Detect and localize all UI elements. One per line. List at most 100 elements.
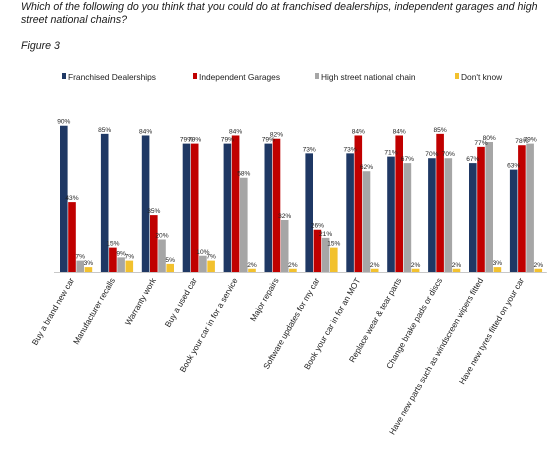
bar-6-3 [330,247,338,272]
bar-5-3 [289,268,297,272]
bar-7-2 [362,171,371,272]
value-label-1-2: 9% [116,250,126,257]
value-label-2-2: 20% [155,233,168,240]
category-label-1: Manufacturer recalls [71,276,117,346]
value-label-3-0: 79% [180,137,193,144]
value-label-10-2: 80% [483,135,496,142]
chart-value-labels: 90%43%7%3%85%15%9%7%84%35%20%5%79%79%10%… [57,119,543,269]
bar-6-2 [321,237,330,272]
value-label-0-1: 43% [65,195,78,202]
bar-3-2 [199,255,207,272]
value-label-0-3: 3% [84,260,94,267]
value-label-2-0: 84% [139,128,152,135]
value-label-0-2: 7% [75,254,85,261]
category-label-5: Major repairs [248,276,281,323]
value-label-3-1: 79% [188,137,201,144]
category-label-3: Buy a used car [162,276,198,329]
bar-4-1 [231,135,240,272]
legend-label-2: High street national chain [321,72,416,82]
value-label-5-0: 79% [262,137,275,144]
value-label-5-1: 82% [270,132,283,139]
bar-2-3 [166,263,174,272]
value-label-7-3: 2% [370,262,380,269]
value-label-10-0: 67% [466,156,479,163]
value-label-9-0: 70% [425,151,438,158]
bar-10-1 [477,146,485,272]
value-label-10-3: 3% [493,260,503,267]
chart-legend: Franchised Dealerships Independent Garage… [62,72,503,82]
bar-3-3 [207,260,215,272]
value-label-2-1: 35% [147,208,160,215]
bar-11-1 [518,145,526,272]
bar-4-3 [248,268,256,272]
bar-3-0 [182,143,191,272]
bar-2-1 [150,215,158,272]
value-label-3-3: 7% [206,254,216,261]
bar-7-3 [370,268,379,272]
category-label-0: Buy a brand new car [29,276,76,347]
bar-1-2 [117,257,125,272]
value-label-11-1: 78% [515,138,528,145]
bar-8-2 [403,163,412,272]
value-label-1-3: 7% [125,254,135,261]
value-label-1-1: 15% [106,241,119,248]
bar-8-1 [395,135,403,272]
bar-6-0 [305,153,313,272]
bar-5-2 [280,219,289,272]
value-label-6-0: 73% [303,146,316,153]
value-label-8-1: 84% [393,128,406,135]
value-label-6-2: 21% [319,231,332,238]
bar-0-3 [84,267,93,272]
value-label-10-1: 77% [474,140,487,147]
value-label-8-0: 71% [384,150,397,157]
value-label-7-2: 62% [360,164,373,171]
bar-11-3 [534,268,543,272]
value-label-2-3: 5% [165,257,175,264]
legend-swatch-0 [62,73,66,79]
value-label-4-0: 79% [221,137,234,144]
value-label-5-2: 32% [278,213,291,220]
bar-5-1 [272,138,281,272]
value-label-6-1: 26% [311,223,324,230]
bar-8-0 [387,156,395,272]
chart-bars [60,125,543,272]
value-label-9-3: 2% [452,262,462,269]
bar-2-0 [141,135,150,272]
value-label-4-2: 58% [237,171,250,178]
bar-10-3 [493,267,502,272]
value-label-6-3: 15% [327,241,340,248]
bar-1-3 [125,260,134,272]
value-label-4-1: 84% [229,128,242,135]
value-label-5-3: 2% [288,262,298,269]
value-label-4-3: 2% [247,262,257,269]
bar-4-2 [240,177,248,272]
bar-10-2 [485,141,493,272]
bar-0-0 [60,125,68,272]
bar-3-1 [190,143,199,272]
value-label-9-1: 85% [433,127,446,134]
value-label-9-2: 70% [442,151,455,158]
value-label-11-3: 2% [534,262,544,269]
bar-7-0 [346,153,354,272]
value-label-8-3: 2% [411,262,421,269]
bar-9-3 [452,268,461,272]
legend-swatch-3 [455,73,459,79]
bar-9-2 [444,158,453,272]
bar-4-0 [223,143,232,272]
bar-6-1 [313,229,322,272]
bar-10-0 [469,163,477,272]
legend-swatch-1 [193,73,197,79]
bar-5-0 [264,143,273,272]
value-label-11-2: 79% [523,137,536,144]
value-label-0-0: 90% [57,119,70,126]
legend-label-1: Independent Garages [199,72,280,82]
bar-8-3 [411,268,420,272]
legend-swatch-2 [315,73,319,79]
value-label-7-0: 73% [343,146,356,153]
chart-title: Which of the following do you think that… [21,1,538,26]
legend-label-0: Franchised Dealerships [68,72,156,82]
bar-9-0 [428,158,436,272]
legend-label-3: Don't know [461,72,503,82]
